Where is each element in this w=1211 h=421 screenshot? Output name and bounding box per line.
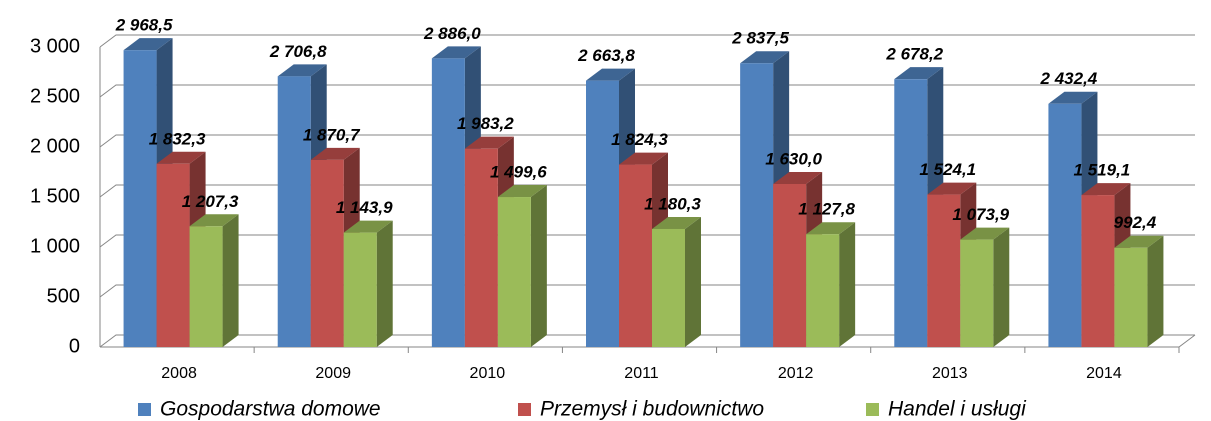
value-label: 2 678,2 (885, 45, 943, 64)
bar-side (1147, 235, 1164, 347)
legend-swatch (518, 403, 531, 416)
bar-top (464, 136, 514, 149)
x-tick-label: 2014 (1086, 365, 1122, 382)
bar (497, 197, 531, 347)
y-tick-label: 3 000 (30, 35, 80, 57)
bar-top (277, 64, 327, 77)
y-tick-label: 0 (69, 335, 80, 357)
bar-top (619, 152, 668, 165)
y-tick-label: 1 500 (30, 185, 80, 207)
bar (652, 228, 685, 347)
value-label: 992,4 (1114, 213, 1157, 232)
legend-label: Gospodarstwa domowe (160, 398, 381, 421)
grid-line (99, 134, 1195, 148)
bar (740, 63, 774, 347)
bar (960, 239, 994, 347)
value-label: 1 524,1 (919, 160, 976, 179)
grid-line (99, 184, 1195, 198)
value-label: 1 207,3 (182, 192, 239, 211)
bar-top (586, 68, 635, 81)
bar-top (1081, 183, 1131, 196)
y-tick-label: 1 000 (30, 235, 80, 257)
x-tick-label: 2010 (470, 365, 506, 382)
value-label: 2 663,8 (577, 46, 635, 65)
value-label: 2 837,5 (731, 29, 789, 48)
bar-top (894, 67, 944, 80)
bar (123, 50, 157, 348)
value-label: 1 983,2 (457, 114, 514, 133)
bar (189, 226, 223, 347)
value-label: 1 824,3 (611, 130, 668, 149)
bar-top (1114, 235, 1164, 248)
bar-top (431, 46, 481, 59)
bar-top (123, 38, 173, 51)
bar (156, 163, 190, 347)
bar (586, 80, 619, 348)
value-label: 2 886,0 (423, 24, 481, 43)
value-label: 1 143,9 (336, 198, 393, 217)
value-label: 1 499,6 (490, 163, 547, 182)
x-tick-label: 2013 (932, 365, 968, 382)
y-tick-label: 2 500 (30, 85, 80, 107)
bar (619, 164, 652, 347)
legend-label: Handel i usługi (888, 398, 1027, 421)
bar-top (927, 182, 977, 195)
value-label: 2 432,4 (1040, 69, 1098, 88)
bar-top (189, 214, 239, 227)
y-tick-label: 2 000 (30, 135, 80, 157)
x-tick-label: 2008 (161, 365, 197, 382)
grid-line (99, 34, 1195, 48)
value-label: 1 180,3 (644, 194, 701, 213)
bar-top (740, 51, 790, 64)
bar-side (993, 227, 1010, 347)
value-label: 1 630,0 (765, 149, 822, 168)
bar-side (222, 214, 239, 347)
x-tick-label: 2012 (778, 365, 814, 382)
value-label: 2 968,5 (115, 16, 173, 35)
bar-top (343, 220, 393, 233)
bar (431, 58, 465, 348)
value-label: 2 706,8 (269, 42, 327, 61)
legend-label: Przemysł i budownictwo (540, 398, 764, 421)
bar (464, 148, 498, 347)
value-label: 1 832,3 (149, 129, 206, 148)
bar (310, 159, 344, 347)
legend-swatch (138, 403, 151, 416)
bar (927, 194, 961, 347)
bar-side (839, 222, 856, 347)
bar-top (806, 222, 856, 235)
bar (1081, 195, 1115, 347)
x-tick-label: 2009 (315, 365, 351, 382)
legend-swatch (866, 403, 879, 416)
x-tick-label: 2011 (624, 365, 659, 382)
bar (277, 76, 311, 347)
bar-top (310, 147, 360, 160)
bar-top (1048, 91, 1098, 104)
y-tick-label: 500 (47, 285, 80, 307)
bar-top (156, 151, 206, 164)
bar-top (652, 216, 701, 229)
bar (1114, 247, 1148, 347)
bar (343, 232, 377, 347)
bar (773, 184, 807, 347)
bar-side (530, 185, 547, 347)
bar (1048, 103, 1082, 347)
bar-top (960, 227, 1010, 240)
grid-line (99, 84, 1195, 98)
bar (806, 234, 840, 347)
value-label: 1 870,7 (303, 125, 361, 144)
bar-side (685, 216, 701, 347)
bar-top (497, 185, 547, 198)
bar-top (773, 172, 823, 184)
bar-side (376, 220, 393, 347)
value-label: 1 127,8 (798, 200, 855, 219)
bar (894, 79, 928, 348)
value-label: 1 073,9 (952, 205, 1009, 224)
value-label: 1 519,1 (1074, 161, 1131, 180)
